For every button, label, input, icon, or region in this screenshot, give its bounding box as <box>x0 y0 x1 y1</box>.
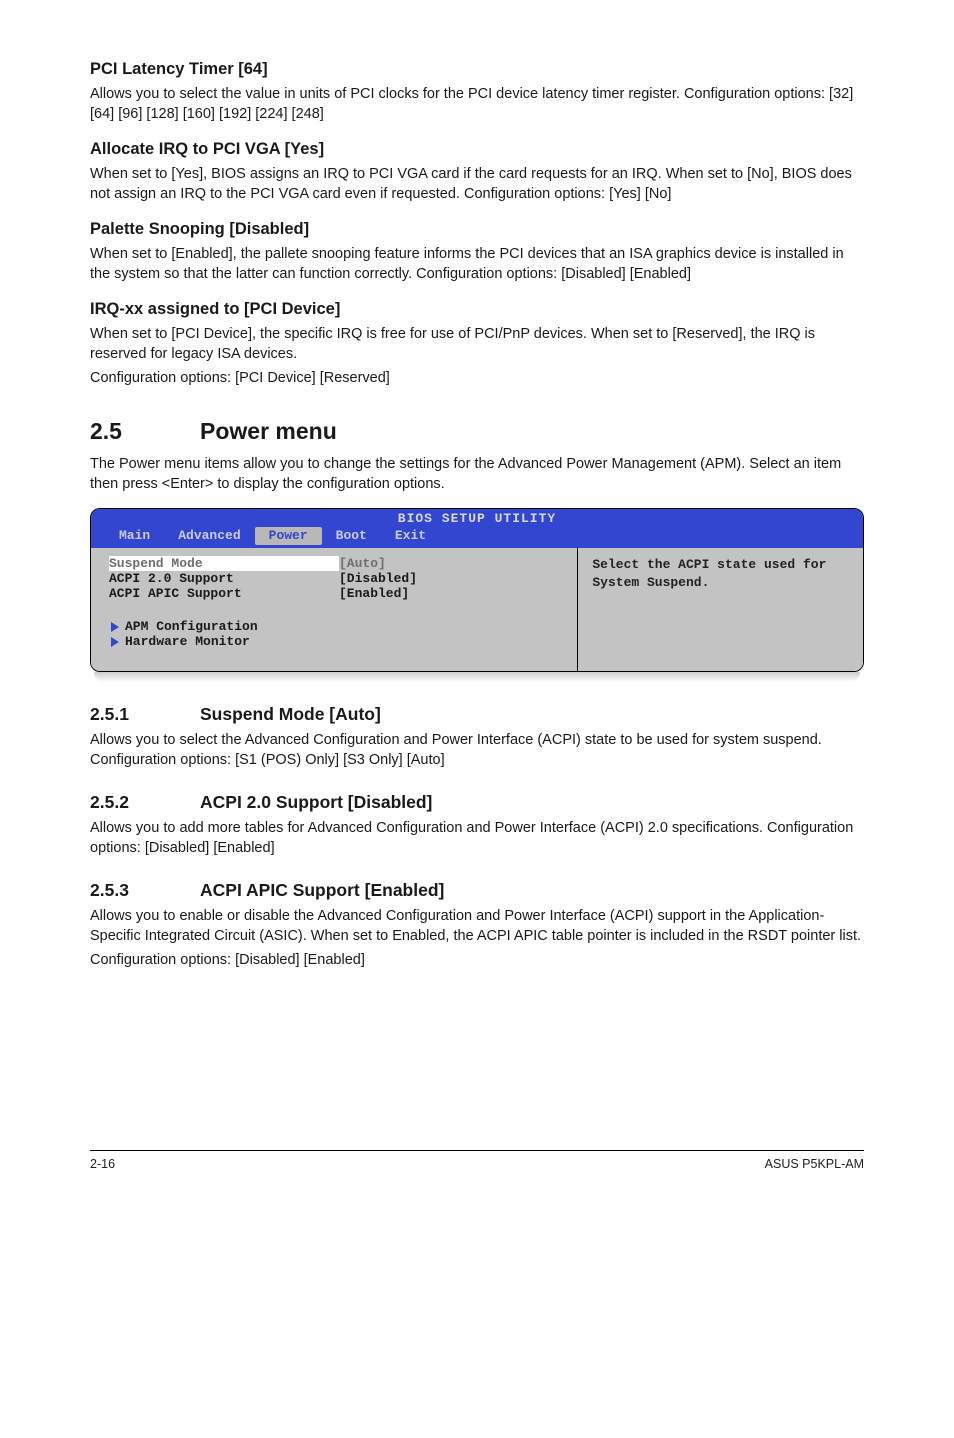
bios-shadow <box>94 672 860 682</box>
options-block: PCI Latency Timer [64] Allows you to sel… <box>90 60 864 388</box>
subsection-body: Allows you to add more tables for Advanc… <box>90 819 864 858</box>
option-body: Allows you to select the value in units … <box>90 85 864 124</box>
bios-row-acpi-apic[interactable]: ACPI APIC Support [Enabled] <box>109 586 565 601</box>
triangle-icon <box>111 637 119 647</box>
subsection-title-text: Suspend Mode [Auto] <box>200 704 381 724</box>
product-name: ASUS P5KPL-AM <box>765 1157 864 1171</box>
subsection-title-text: ACPI 2.0 Support [Disabled] <box>200 792 432 812</box>
bios-row-label: ACPI 2.0 Support <box>109 571 339 586</box>
option-body: When set to [Yes], BIOS assigns an IRQ t… <box>90 165 864 204</box>
bios-submenu-label: Hardware Monitor <box>125 634 250 649</box>
subsection-body: Configuration options: [Disabled] [Enabl… <box>90 951 864 971</box>
bios-header: BIOS SETUP UTILITY Main Advanced Power B… <box>91 509 863 548</box>
subsection-title-text: ACPI APIC Support [Enabled] <box>200 880 444 900</box>
triangle-icon <box>111 622 119 632</box>
bios-body: Suspend Mode [Auto] ACPI 2.0 Support [Di… <box>91 548 863 671</box>
bios-submenu-list: APM Configuration Hardware Monitor <box>109 619 565 649</box>
page-footer: 2-16 ASUS P5KPL-AM <box>90 1150 864 1171</box>
page-number: 2-16 <box>90 1157 115 1171</box>
section-number: 2.5 <box>90 418 200 445</box>
bios-tab-main[interactable]: Main <box>105 527 164 545</box>
subsection-heading: 2.5.2ACPI 2.0 Support [Disabled] <box>90 792 864 813</box>
subsection-heading: 2.5.1Suspend Mode [Auto] <box>90 704 864 725</box>
bios-row-suspend-mode[interactable]: Suspend Mode [Auto] <box>109 556 565 571</box>
option-body: When set to [Enabled], the pallete snoop… <box>90 245 864 284</box>
bios-tab-power[interactable]: Power <box>255 527 322 545</box>
option-body: Configuration options: [PCI Device] [Res… <box>90 369 864 389</box>
option-heading: Allocate IRQ to PCI VGA [Yes] <box>90 140 864 159</box>
bios-tab-exit[interactable]: Exit <box>381 527 440 545</box>
bios-row-label: ACPI APIC Support <box>109 586 339 601</box>
bios-row-label: Suspend Mode <box>109 556 339 571</box>
bios-row-value: [Enabled] <box>339 586 409 601</box>
bios-help-pane: Select the ACPI state used for System Su… <box>577 548 863 671</box>
bios-row-acpi20[interactable]: ACPI 2.0 Support [Disabled] <box>109 571 565 586</box>
option-heading: PCI Latency Timer [64] <box>90 60 864 79</box>
bios-submenu-apm[interactable]: APM Configuration <box>109 619 565 634</box>
bios-tab-boot[interactable]: Boot <box>322 527 381 545</box>
bios-left-pane: Suspend Mode [Auto] ACPI 2.0 Support [Di… <box>91 548 577 671</box>
bios-submenu-label: APM Configuration <box>125 619 258 634</box>
bios-tab-advanced[interactable]: Advanced <box>164 527 254 545</box>
subsection-number: 2.5.3 <box>90 880 200 901</box>
option-heading: IRQ-xx assigned to [PCI Device] <box>90 300 864 319</box>
bios-setup-screenshot: BIOS SETUP UTILITY Main Advanced Power B… <box>90 508 864 672</box>
subsection-body: Allows you to select the Advanced Config… <box>90 731 864 770</box>
subsection-heading: 2.5.3ACPI APIC Support [Enabled] <box>90 880 864 901</box>
subsection-body: Allows you to enable or disable the Adva… <box>90 907 864 946</box>
option-heading: Palette Snooping [Disabled] <box>90 220 864 239</box>
option-body: When set to [PCI Device], the specific I… <box>90 325 864 364</box>
section-heading: 2.5Power menu <box>90 418 864 445</box>
bios-row-value: [Disabled] <box>339 571 417 586</box>
bios-row-value: [Auto] <box>339 556 386 571</box>
subsection-number: 2.5.1 <box>90 704 200 725</box>
section-title-text: Power menu <box>200 418 337 444</box>
subsection-number: 2.5.2 <box>90 792 200 813</box>
section-intro: The Power menu items allow you to change… <box>90 455 864 494</box>
bios-title: BIOS SETUP UTILITY <box>91 509 863 527</box>
bios-submenu-hwmonitor[interactable]: Hardware Monitor <box>109 634 565 649</box>
bios-tabs: Main Advanced Power Boot Exit <box>91 527 863 548</box>
